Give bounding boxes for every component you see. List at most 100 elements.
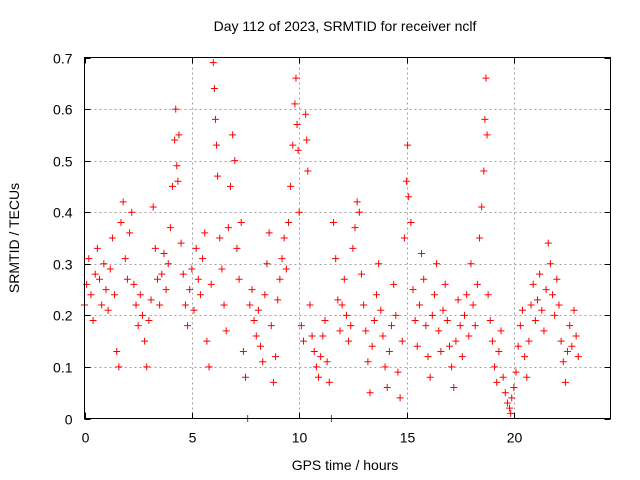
data-point [85,255,93,263]
data-point [480,167,488,175]
data-point [463,291,471,299]
data-point [87,291,95,299]
data-point [481,115,489,123]
data-point [521,353,529,361]
data-point [357,270,365,278]
grid-lines [84,57,611,419]
data-point [317,353,325,361]
data-point [237,219,245,227]
data-point [349,244,357,252]
data-point [564,347,572,355]
data-point [153,275,161,283]
data-point [315,373,323,381]
data-point [507,409,515,417]
data-point [213,141,221,149]
data-point [458,353,466,361]
data-point [261,291,269,299]
data-point [370,317,378,325]
data-point [276,275,284,283]
data-point [293,121,301,129]
data-point [452,337,460,345]
data-point [405,193,413,201]
data-point [274,296,282,304]
data-point [111,291,119,299]
data-point [248,286,256,294]
data-point [345,337,353,345]
data-point [143,363,151,371]
data-point [254,306,262,314]
data-point [514,342,522,350]
data-point [173,162,181,170]
data-point [385,347,393,355]
data-point [403,177,411,185]
data-point [235,275,243,283]
data-point [525,337,533,345]
x-tick-label: 0 [82,430,90,446]
data-point [404,141,412,149]
data-point [321,317,329,325]
data-point [162,286,170,294]
data-point [292,74,300,82]
data-point [551,311,559,319]
data-point [252,332,260,340]
data-point [439,306,447,314]
data-point [566,322,574,330]
data-point [362,327,370,335]
y-tick-label: 0.4 [53,205,73,221]
data-point [422,322,430,330]
data-point [302,110,310,118]
data-point [136,291,144,299]
data-point [501,389,509,397]
data-point [486,317,494,325]
data-point [445,342,453,350]
data-point [141,337,149,345]
data-point [407,219,415,227]
data-point [269,378,277,386]
data-point [383,384,391,392]
data-point [145,317,153,325]
data-point [164,260,172,268]
data-point [181,301,189,309]
data-point [272,353,280,361]
data-point [366,389,374,397]
data-point [390,280,398,288]
data-point [516,322,524,330]
data-point [184,322,192,330]
data-point [377,306,385,314]
data-point [338,301,346,309]
data-point [308,332,316,340]
data-point [263,260,271,268]
x-tick-label: 10 [292,430,308,446]
data-point [488,337,496,345]
data-point [246,301,254,309]
data-point [495,347,503,355]
y-tick-label: 0.5 [53,154,73,170]
data-point [456,322,464,330]
data-point [207,280,215,288]
data-point [544,239,552,247]
data-point [360,301,368,309]
y-tick-label: 0.7 [53,51,73,67]
data-point [529,280,537,288]
x-tick-label: 15 [400,430,416,446]
y-tick-label: 0.3 [53,257,73,273]
y-tick-label: 0.2 [53,308,73,324]
data-point [555,301,563,309]
data-point [102,286,110,294]
y-axis-label: SRMTID / TECUs [6,183,22,293]
data-point [106,265,114,273]
data-point [409,286,417,294]
data-point [130,280,138,288]
data-point [375,260,383,268]
data-point [306,301,314,309]
data-point [508,394,516,402]
data-point [96,275,104,283]
data-point [294,146,302,154]
y-tick-label: 0.1 [53,360,73,376]
data-point [398,337,406,345]
data-point [426,373,434,381]
data-point [224,224,232,232]
data-point [229,131,237,139]
data-point [192,244,200,252]
data-point [216,234,224,242]
